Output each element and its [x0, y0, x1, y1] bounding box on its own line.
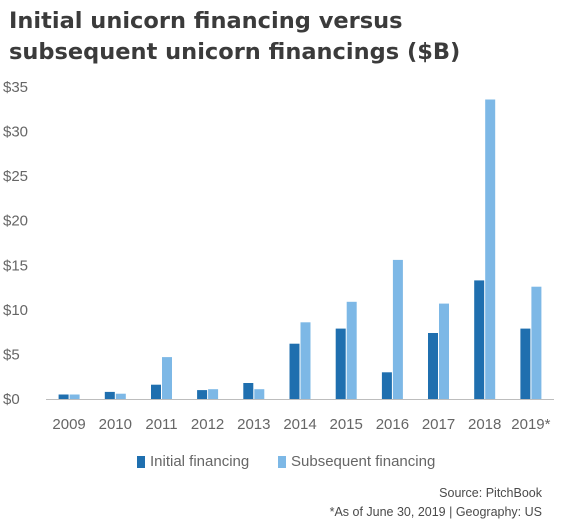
subsequent-bar-2009 [69, 394, 80, 399]
x-tick-label: 2011 [145, 416, 177, 433]
y-tick-label: $25 [3, 168, 28, 185]
initial-bar-2014 [289, 343, 300, 399]
x-tick-label: 2013 [237, 416, 270, 433]
y-tick-label: $10 [3, 302, 28, 319]
subsequent-bar-2018 [485, 99, 496, 399]
subsequent-bar-2014 [300, 322, 311, 399]
x-tick-label: 2015 [330, 416, 363, 433]
subsequent-bar-2010 [115, 393, 126, 399]
legend-item-subsequent: Subsequent financing [278, 453, 435, 470]
x-tick-label: 2018 [468, 416, 501, 433]
subsequent-bar-2016 [392, 259, 403, 399]
subsequent-bar-2015 [346, 301, 357, 399]
initial-bar-2009 [58, 394, 69, 399]
chart-title: Initial unicorn financing versus subsequ… [9, 6, 559, 68]
initial-bar-2018 [474, 280, 485, 399]
x-tick-label: 2009 [52, 416, 85, 433]
x-axis: 2009 2010 2011 2012 2013 2014 2015 2016 2017 2018… [46, 399, 554, 433]
initial-bar-2012 [197, 390, 208, 399]
footnote: *As of June 30, 2019 | Geography: US [329, 505, 542, 519]
subsequent-bar-2013 [254, 389, 265, 399]
subsequent-bar-2017 [439, 303, 449, 399]
initial-bar-2011 [151, 384, 161, 399]
source-note: Source: PitchBook [439, 486, 542, 500]
x-tick-label: 2019* [511, 416, 550, 433]
legend-swatch-subsequent [278, 455, 286, 468]
x-tick-label: 2017 [422, 416, 455, 433]
chart-title-line-1: Initial unicorn financing versus [9, 8, 403, 34]
initial-bar-2019 [520, 328, 531, 399]
x-tick-label: 2016 [376, 416, 409, 433]
y-axis: $0 $5 $10 $15 $20 $25 $30 $35 [3, 79, 28, 408]
legend-label-initial: Initial financing [150, 453, 250, 470]
subsequent-bar-2011 [162, 357, 172, 399]
y-tick-label: $30 [3, 124, 28, 141]
y-tick-label: $15 [3, 257, 28, 274]
initial-bar-2016 [381, 372, 392, 399]
x-tick-label: 2014 [283, 416, 316, 433]
initial-bar-2017 [428, 333, 438, 399]
chart-title-line-2: subsequent unicorn financings ($B) [9, 39, 461, 65]
initial-bar-2013 [243, 383, 254, 399]
initial-bar-2015 [335, 328, 346, 399]
legend-label-subsequent: Subsequent financing [291, 453, 436, 470]
y-tick-label: $35 [3, 79, 28, 96]
bars [58, 99, 542, 399]
subsequent-bar-2019 [531, 286, 542, 399]
subsequent-bar-2012 [208, 389, 219, 399]
x-tick-label: 2012 [191, 416, 224, 433]
y-tick-label: $20 [3, 213, 28, 230]
initial-bar-2010 [104, 391, 115, 399]
legend-swatch-initial [137, 455, 145, 468]
x-tick-label: 2010 [99, 416, 132, 433]
y-tick-label: $0 [3, 391, 20, 408]
legend-item-initial: Initial financing [137, 453, 249, 470]
y-tick-label: $5 [3, 346, 20, 363]
